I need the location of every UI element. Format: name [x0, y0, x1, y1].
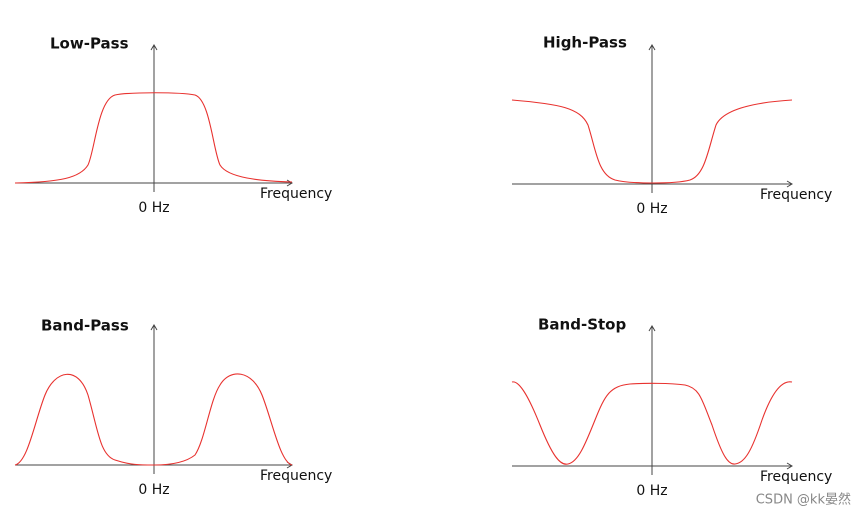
panel-title: Band-Pass: [41, 317, 129, 335]
watermark: CSDN @kk晏然: [756, 492, 851, 508]
low-pass-panel: Low-Pass Frequency 0 Hz: [14, 35, 332, 216]
band-stop-panel: Band-Stop Frequency 0 Hz: [511, 316, 832, 499]
origin-label: 0 Hz: [636, 483, 667, 499]
origin-label: 0 Hz: [138, 200, 169, 216]
response-curve: [511, 99, 793, 184]
panel-title: Low-Pass: [50, 35, 129, 53]
response-curve: [511, 381, 793, 465]
origin-label: 0 Hz: [138, 482, 169, 498]
band-pass-panel: Band-Pass Frequency 0 Hz: [14, 317, 332, 498]
x-label: Frequency: [760, 187, 832, 203]
x-label: Frequency: [260, 468, 332, 484]
x-label: Frequency: [760, 469, 832, 485]
response-curve: [14, 373, 293, 466]
origin-label: 0 Hz: [636, 201, 667, 217]
high-pass-panel: High-Pass Frequency 0 Hz: [511, 34, 832, 217]
panel-title: Band-Stop: [538, 316, 626, 334]
x-label: Frequency: [260, 186, 332, 202]
panel-title: High-Pass: [543, 34, 627, 52]
response-curve: [14, 92, 293, 184]
